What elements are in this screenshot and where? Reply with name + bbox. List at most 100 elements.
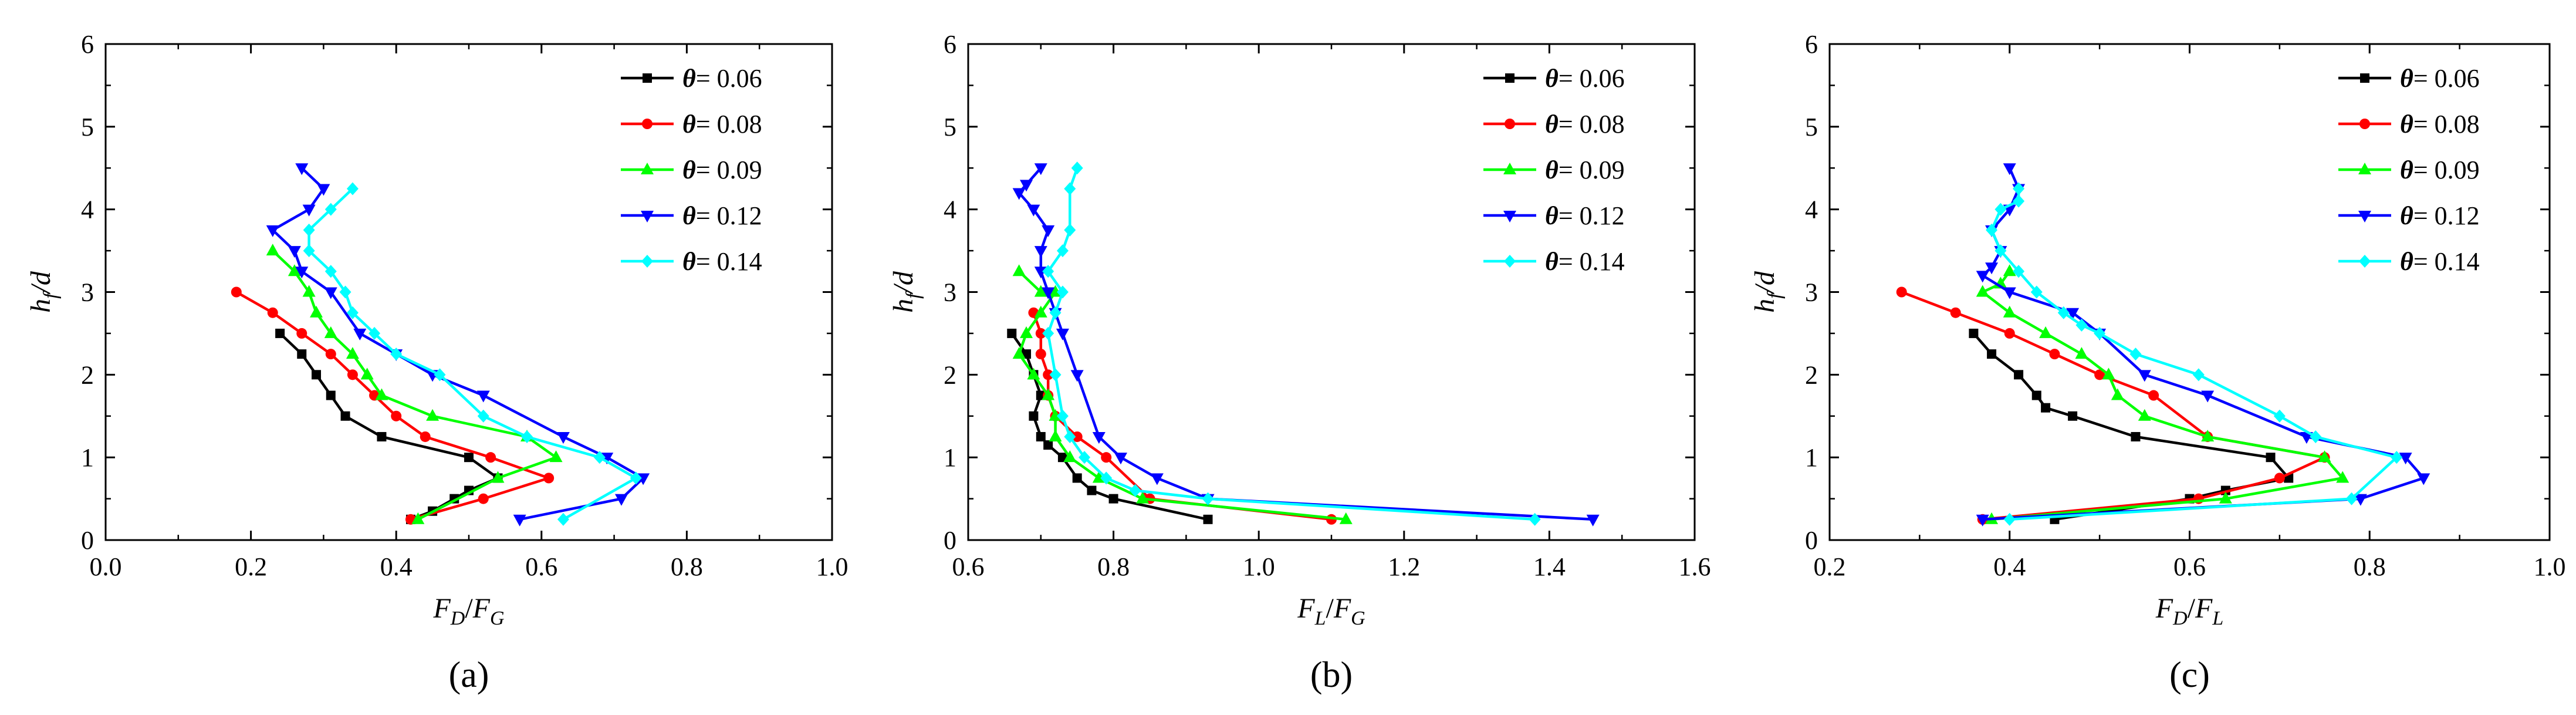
data-point <box>302 204 316 217</box>
data-point <box>1056 409 1069 423</box>
data-point <box>310 305 323 318</box>
data-point <box>353 328 367 340</box>
data-point <box>1043 440 1053 450</box>
data-point <box>2391 451 2403 464</box>
data-point <box>2003 163 2016 176</box>
data-point <box>360 367 374 380</box>
data-point <box>2013 194 2025 208</box>
x-label-var: F <box>2155 593 2173 624</box>
legend-label: θ= 0.14 <box>2400 247 2480 276</box>
data-point <box>340 411 350 421</box>
data-point <box>312 370 322 380</box>
data-point <box>1012 188 1026 200</box>
legend-label: θ= 0.06 <box>2400 64 2480 93</box>
data-point <box>1042 326 1054 340</box>
data-point <box>1994 203 2007 216</box>
legend-label: θ= 0.12 <box>1545 201 1625 230</box>
legend-value: 0.14 <box>2435 247 2480 276</box>
data-point <box>326 390 336 400</box>
legend-marker <box>2360 73 2369 83</box>
panel-label: (b) <box>1310 655 1353 695</box>
legend-value: 0.14 <box>717 247 762 276</box>
data-point <box>2068 411 2078 421</box>
data-point <box>2274 473 2285 484</box>
y-tick-label: 0 <box>1805 526 1818 555</box>
data-point <box>2003 264 2016 276</box>
data-point <box>2014 370 2024 380</box>
x-tick-label: 0.8 <box>1097 552 1130 581</box>
y-tick-label: 2 <box>1805 360 1818 389</box>
data-point <box>266 244 279 256</box>
data-point <box>2013 182 2025 195</box>
data-point <box>2031 390 2041 400</box>
data-point <box>1529 512 1541 526</box>
data-point <box>1020 326 1033 338</box>
y-tick-label: 3 <box>81 278 94 307</box>
y-label-var: h <box>1749 299 1780 313</box>
legend-value: 0.06 <box>2435 64 2480 93</box>
data-point <box>1129 484 1141 497</box>
x-label-var2: F <box>1333 593 1351 624</box>
legend-equals: = <box>2413 110 2435 139</box>
data-point <box>2111 388 2124 400</box>
legend-marker <box>2358 211 2371 222</box>
data-point <box>375 388 388 400</box>
x-tick-label: 1.2 <box>1388 552 1420 581</box>
data-point <box>434 368 446 382</box>
x-label-sub: L <box>1314 608 1326 629</box>
data-point <box>302 285 316 297</box>
data-point <box>593 451 606 464</box>
data-point <box>1071 161 1083 175</box>
data-point <box>2066 308 2080 320</box>
series-line-4 <box>1046 167 1535 521</box>
x-label-var2: F <box>2195 593 2213 624</box>
data-point <box>2138 370 2151 382</box>
legend-label: θ= 0.14 <box>682 247 762 276</box>
legend-symbol: θ <box>1545 64 1559 93</box>
data-point <box>549 450 563 463</box>
data-point <box>346 182 359 195</box>
data-point <box>2201 390 2215 403</box>
legend-equals: = <box>2413 64 2435 93</box>
legend-label: θ= 0.08 <box>2400 110 2480 139</box>
data-point <box>324 265 337 278</box>
legend: θ= 0.06θ= 0.08θ= 0.09θ= 0.12θ= 0.14 <box>621 64 762 276</box>
data-point <box>1986 223 1998 237</box>
y-tick-label: 1 <box>1805 443 1818 472</box>
legend-symbol: θ <box>2400 110 2413 139</box>
legend-equals: = <box>696 247 717 276</box>
legend-equals: = <box>696 156 717 184</box>
legend-symbol: θ <box>682 156 696 184</box>
x-label-sep: / <box>1326 593 1334 624</box>
legend-label: θ= 0.09 <box>682 156 762 184</box>
data-point <box>1034 163 1047 176</box>
data-point <box>2354 494 2367 506</box>
data-point <box>521 430 533 443</box>
data-point <box>2094 326 2106 340</box>
data-point <box>2399 453 2412 465</box>
legend-marker <box>1505 73 1515 83</box>
data-point <box>1950 307 1961 318</box>
data-point <box>303 244 315 258</box>
y-label-var: h <box>25 299 56 313</box>
data-point <box>275 328 285 338</box>
legend-symbol: θ <box>2400 201 2413 230</box>
data-point <box>2003 512 2016 526</box>
data-point <box>1985 262 1999 275</box>
legend-symbol: θ <box>1545 110 1559 139</box>
legend-value: 0.09 <box>1580 156 1625 184</box>
legend-equals: = <box>2413 156 2435 184</box>
x-tick-label: 0.8 <box>671 552 703 581</box>
series-line-3 <box>1017 167 1593 521</box>
legend-symbol: θ <box>682 201 696 230</box>
legend-marker <box>1505 119 1515 129</box>
legend-equals: = <box>696 201 717 230</box>
x-label-var: F <box>432 593 451 624</box>
data-point <box>390 348 403 361</box>
panel-label: (a) <box>449 655 489 695</box>
data-point <box>1071 431 1083 442</box>
series-line-2 <box>1017 270 1347 521</box>
data-point <box>1056 244 1069 258</box>
